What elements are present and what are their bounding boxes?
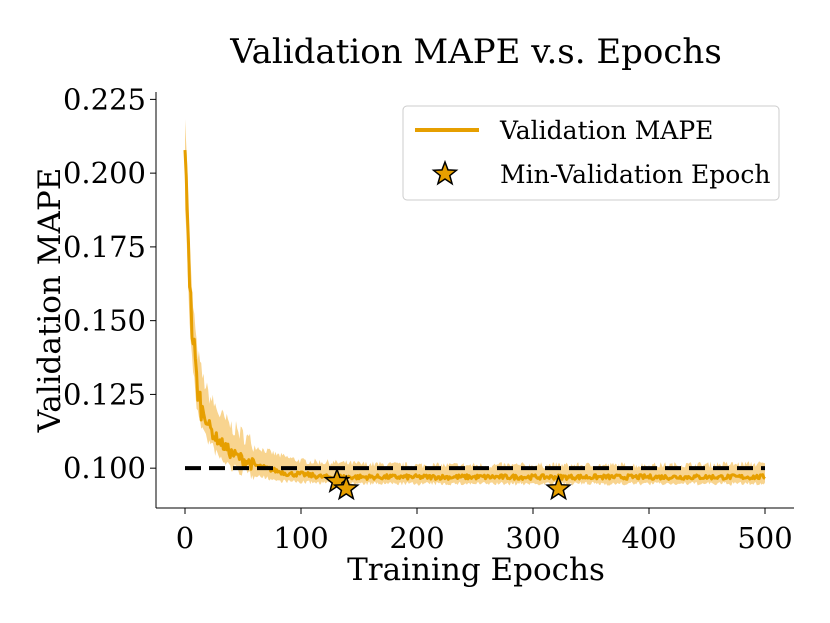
x-tick-label: 400 — [621, 521, 676, 555]
legend: Validation MAPE Min-Validation Epoch — [402, 105, 780, 201]
min-epoch-star-marker — [332, 474, 360, 501]
y-tick-label: 0.125 — [63, 377, 146, 411]
y-ticks: 0.100 0.125 0.150 0.175 0.200 0.225 — [63, 82, 156, 485]
legend-label-min-validation-epoch: Min-Validation Epoch — [500, 160, 770, 189]
min-epoch-markers — [323, 467, 572, 501]
x-tick-label: 100 — [273, 521, 328, 555]
y-axis-label: Validation MAPE — [32, 168, 68, 434]
chart-title: Validation MAPE v.s. Epochs — [229, 32, 722, 72]
y-tick-label: 0.150 — [63, 304, 146, 338]
x-tick-label: 200 — [389, 521, 444, 555]
x-tick-label: 300 — [505, 521, 560, 555]
axes: 0 100 200 300 400 500 0.100 0.125 0.150 0.175 0.2… — [63, 82, 794, 555]
y-tick-label: 0.200 — [63, 156, 146, 190]
x-tick-label: 0 — [176, 521, 194, 555]
x-tick-label: 500 — [737, 521, 792, 555]
legend-box — [402, 105, 780, 201]
series-band — [185, 119, 765, 486]
y-tick-label: 0.225 — [63, 82, 146, 116]
min-epoch-star-marker — [545, 474, 572, 501]
plot-area — [183, 119, 766, 501]
series-line — [183, 150, 766, 481]
y-tick-label: 0.100 — [63, 451, 146, 485]
legend-star-swatch — [431, 159, 459, 186]
x-ticks: 0 100 200 300 400 500 — [176, 508, 793, 555]
x-axis-label: Training Epochs — [347, 552, 605, 588]
legend-label-validation-mape: Validation MAPE — [499, 116, 713, 145]
y-tick-label: 0.175 — [63, 230, 146, 264]
